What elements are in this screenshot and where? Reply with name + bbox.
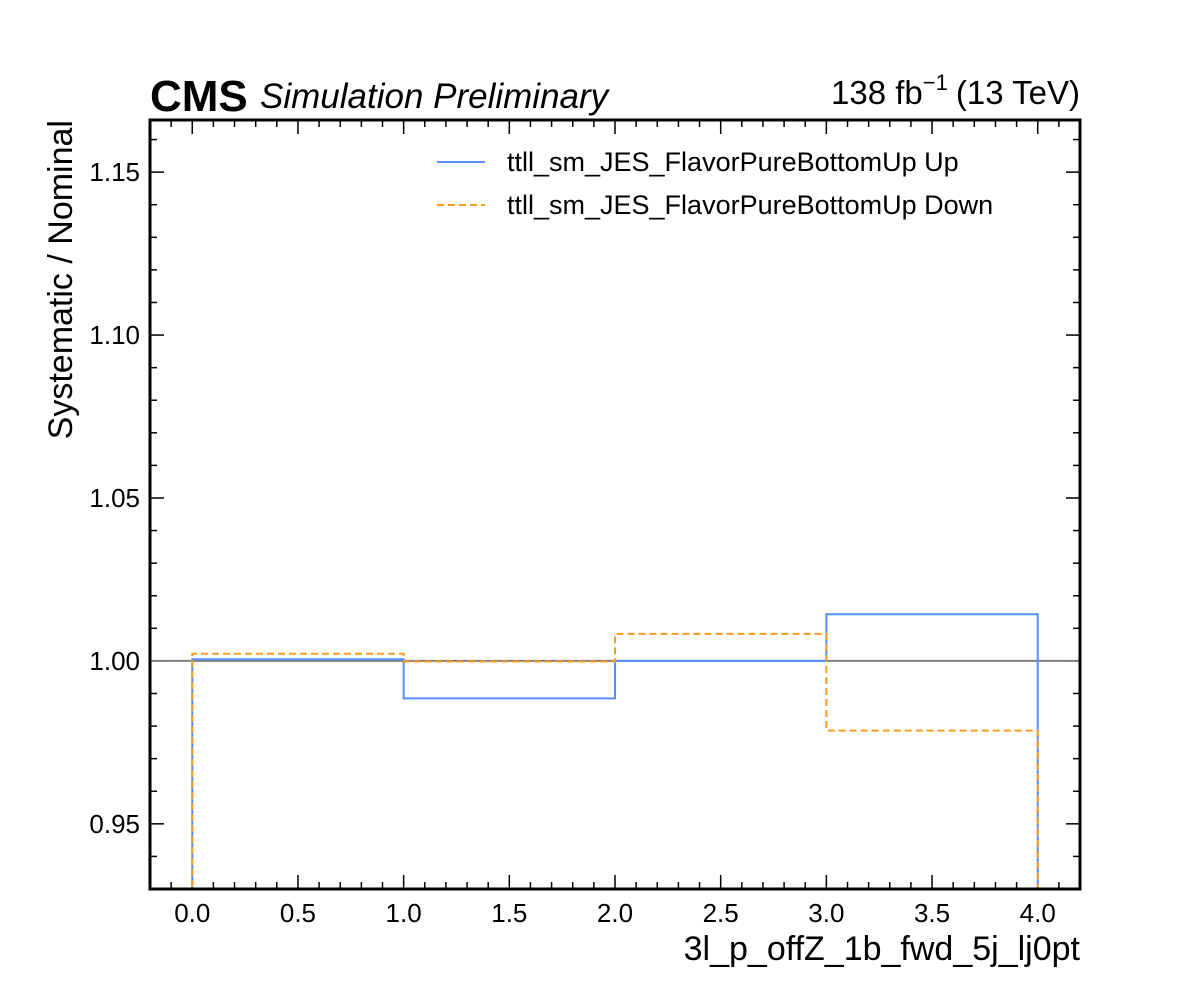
- lumi-exponent: −1: [923, 70, 948, 95]
- x-tick-label: 4.0: [1020, 898, 1056, 928]
- x-tick-label: 1.0: [386, 898, 422, 928]
- lumi-value: 138 fb: [831, 74, 923, 111]
- x-axis-label: 3l_p_offZ_1b_fwd_5j_lj0pt: [684, 930, 1081, 968]
- x-tick-label: 0.5: [280, 898, 316, 928]
- x-tick-label: 2.0: [597, 898, 633, 928]
- y-axis-label: Systematic / Nominal: [42, 120, 80, 439]
- plot-frame: [148, 118, 1082, 891]
- tick-labels: 0.0 0.5 1.0 1.5 2.0 2.5 3.0 3.5 4.0 0.95 1.00 1.05 1…: [89, 157, 1055, 928]
- y-tick-label: 1.15: [89, 157, 140, 187]
- x-tick-label: 3.5: [914, 898, 950, 928]
- status-label: Simulation Preliminary: [260, 77, 611, 116]
- lumi-label: 138 fb−1 (13 TeV): [831, 70, 1080, 111]
- x-tick-label: 0.0: [174, 898, 210, 928]
- series-down-line: [191, 632, 1039, 889]
- x-tick-label: 3.0: [808, 898, 844, 928]
- legend: ttll_sm_JES_FlavorPureBottomUp Up ttll_s…: [437, 147, 993, 220]
- x-tick-label: 1.5: [491, 898, 527, 928]
- y-tick-label: 0.95: [89, 809, 140, 839]
- series-up-line: [191, 613, 1039, 889]
- x-tick-label: 2.5: [703, 898, 739, 928]
- energy-label: (13 TeV): [956, 74, 1080, 111]
- legend-entry-down: ttll_sm_JES_FlavorPureBottomUp Down: [507, 190, 993, 220]
- y-tick-label: 1.00: [89, 646, 140, 676]
- y-tick-label: 1.10: [89, 320, 140, 350]
- axis-ticks: [149, 120, 1081, 890]
- experiment-label: CMS: [150, 72, 248, 121]
- y-tick-label: 1.05: [89, 483, 140, 513]
- plot-area: [150, 613, 1080, 889]
- legend-entry-up: ttll_sm_JES_FlavorPureBottomUp Up: [507, 147, 959, 177]
